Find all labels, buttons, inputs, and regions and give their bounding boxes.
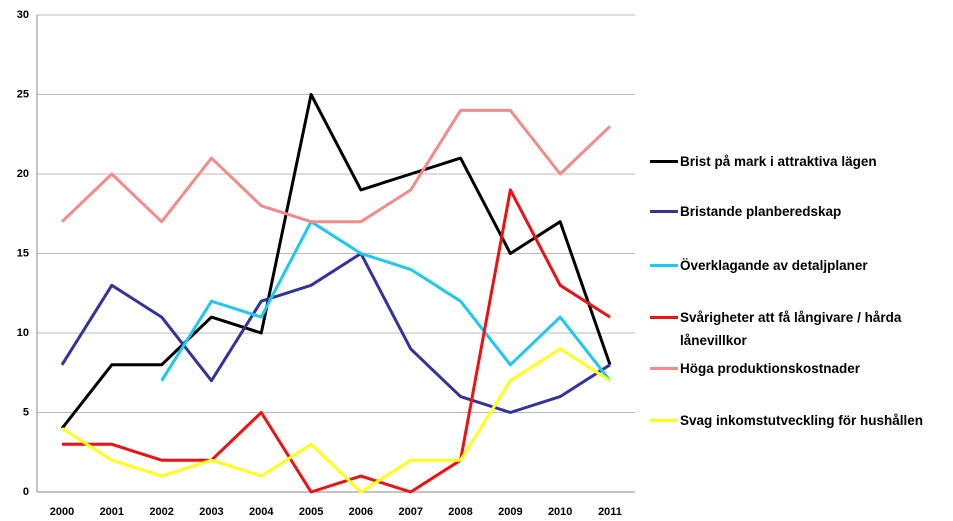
x-tick-label: 2001 [100,506,124,518]
legend-label: Höga produktionskostnader [680,361,861,376]
x-tick-label: 2006 [349,506,373,518]
y-tick-label: 20 [17,168,29,180]
x-tick-label: 2007 [398,506,422,518]
x-tick-label: 2004 [249,506,274,518]
x-tick-label: 2003 [199,506,223,518]
x-tick-label: 2009 [498,506,522,518]
x-tick-label: 2005 [299,506,323,518]
y-tick-label: 15 [17,247,29,259]
legend-label: Svag inkomstutveckling för hushållen [680,413,924,428]
series-line [160,220,612,382]
x-tick-label: 2011 [598,506,622,518]
series-line [61,347,611,494]
x-tick-label: 2010 [548,506,572,518]
x-tick-label: 2008 [448,506,472,518]
legend-label: Överklagande av detaljplaner [680,258,868,273]
series-line [62,188,611,494]
y-tick-label: 25 [17,88,29,100]
series-line [60,252,611,414]
series-line [60,108,612,224]
y-tick-label: 10 [17,327,29,339]
y-tick-label: 0 [23,486,29,498]
x-tick-label: 2002 [149,506,173,518]
legend-label: Brist på mark i attraktiva lägen [680,154,877,169]
series-line [60,93,612,430]
legend-label: Svårigheter att få långivare / hårda lån… [680,310,902,348]
legend-label: Bristande planberedskap [680,204,842,219]
x-tick-label: 2000 [50,506,74,518]
y-tick-label: 5 [23,406,29,418]
y-tick-label: 30 [17,9,29,21]
